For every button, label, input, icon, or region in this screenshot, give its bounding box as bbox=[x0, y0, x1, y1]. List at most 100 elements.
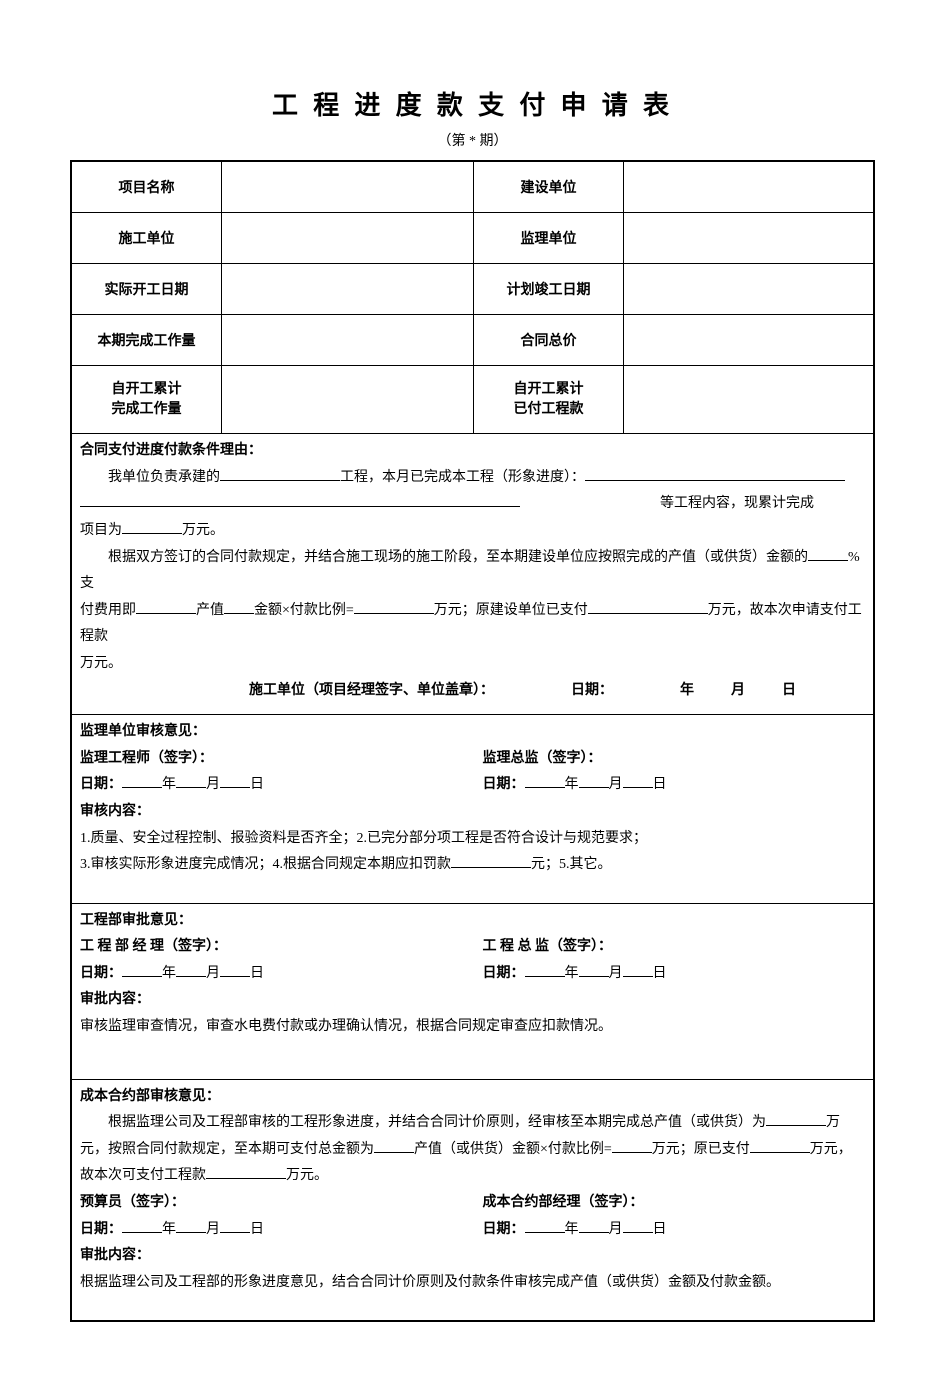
s3-dl: 日 bbox=[250, 966, 264, 981]
label-cum-paid-l2: 已付工程款 bbox=[514, 400, 584, 420]
s4-d-l[interactable] bbox=[220, 1232, 250, 1233]
s3-dr: 日 bbox=[653, 966, 667, 981]
s1-p2: 等工程内容，现累计完成 bbox=[660, 496, 814, 511]
s3-m-r[interactable] bbox=[579, 976, 609, 977]
s3-left-sig: 工 程 部 经 理（签字）： bbox=[80, 939, 227, 954]
value-project-name[interactable] bbox=[222, 162, 474, 212]
s4-y-r[interactable] bbox=[525, 1232, 565, 1233]
value-build-unit[interactable] bbox=[624, 162, 873, 212]
value-contract-total[interactable] bbox=[624, 315, 873, 365]
s1-line6: 万元。 bbox=[80, 651, 865, 678]
s4-yr: 年 bbox=[565, 1222, 579, 1237]
s3-yr: 年 bbox=[565, 966, 579, 981]
s1-blank-pct[interactable] bbox=[808, 560, 848, 561]
s3-m-l[interactable] bbox=[176, 976, 206, 977]
s4-p1a: 根据监理公司及工程部审核的工程形象进度，并结合合同计价原则，经审核至本期完成总产… bbox=[108, 1115, 766, 1130]
s3-date-row: 日期：年月日 日期：年月日 bbox=[80, 961, 865, 988]
s4-p3b: 万元。 bbox=[286, 1168, 328, 1183]
label-cum-workload-l2: 完成工作量 bbox=[112, 400, 182, 420]
s2-yl: 年 bbox=[162, 777, 176, 792]
s4-blank1[interactable] bbox=[766, 1125, 826, 1126]
s1-line1: 我单位负责承建的工程，本月已完成本工程（形象进度）： bbox=[80, 465, 865, 492]
s3-d-l[interactable] bbox=[220, 976, 250, 977]
header-row-1: 项目名称 建设单位 bbox=[72, 162, 873, 213]
s1-m: 月 bbox=[731, 683, 745, 698]
s4-d-r[interactable] bbox=[623, 1232, 653, 1233]
s2-penalty-blank[interactable] bbox=[451, 867, 531, 868]
s1-blank-amount1[interactable] bbox=[122, 533, 182, 534]
s2-y-l[interactable] bbox=[122, 787, 162, 788]
s2-l1: 1.质量、安全过程控制、报验资料是否齐全；2.已完分部分项工程是否符合设计与规范… bbox=[80, 826, 865, 853]
label-contract-total: 合同总价 bbox=[474, 315, 624, 365]
s2-d-r[interactable] bbox=[623, 787, 653, 788]
s4-spacer bbox=[80, 1296, 865, 1310]
header-row-4: 本期完成工作量 合同总价 bbox=[72, 315, 873, 366]
header-row-2: 施工单位 监理单位 bbox=[72, 213, 873, 264]
s4-date-row: 日期：年月日 日期：年月日 bbox=[80, 1217, 865, 1244]
s3-d-r[interactable] bbox=[623, 976, 653, 977]
value-cum-workload[interactable] bbox=[222, 366, 474, 433]
s2-y-r[interactable] bbox=[525, 787, 565, 788]
s3-yl: 年 bbox=[162, 966, 176, 981]
s1-d: 日 bbox=[782, 683, 796, 698]
s3-right-sig: 工 程 总 监（签字）： bbox=[483, 939, 613, 954]
value-period-workload[interactable] bbox=[222, 315, 474, 365]
value-plan-end-date[interactable] bbox=[624, 264, 873, 314]
s4-dr: 日 bbox=[653, 1222, 667, 1237]
s4-p2b: 产值（或供货）金额×付款比例= bbox=[414, 1142, 612, 1157]
s1-blank-paid[interactable] bbox=[588, 613, 708, 614]
s3-sig-row: 工 程 部 经 理（签字）： 工 程 总 监（签字）： bbox=[80, 934, 865, 961]
s1-blank-val[interactable] bbox=[136, 613, 196, 614]
s4-m-r[interactable] bbox=[579, 1232, 609, 1233]
s4-blank5[interactable] bbox=[206, 1178, 286, 1179]
s1-line4: 根据双方签订的合同付款规定，并结合施工现场的施工阶段，至本期建设单位应按照完成的… bbox=[80, 545, 865, 598]
s3-l1: 审核监理审查情况，审查水电费付款或办理确认情况，根据合同规定审查应扣款情况。 bbox=[80, 1014, 865, 1041]
value-supervise-unit[interactable] bbox=[624, 213, 873, 263]
s1-line3: 项目为万元。 bbox=[80, 518, 865, 545]
s1-p5d: 万元；原建设单位已支付 bbox=[434, 603, 588, 618]
s4-title: 成本合约部审核意见： bbox=[80, 1084, 865, 1111]
s1-p1a: 我单位负责承建的 bbox=[108, 470, 220, 485]
s4-m-l[interactable] bbox=[176, 1232, 206, 1233]
s2-sig-row: 监理工程师（签字）： 监理总监（签字）： bbox=[80, 746, 865, 773]
s1-blank-progress[interactable] bbox=[585, 480, 845, 481]
s4-blank2[interactable] bbox=[374, 1152, 414, 1153]
s4-l1: 根据监理公司及工程部的形象进度意见，结合合同计价原则及付款条件审核完成产值（或供… bbox=[80, 1270, 865, 1297]
s4-blank3[interactable] bbox=[612, 1152, 652, 1153]
s4-p2d: 万元， bbox=[810, 1142, 852, 1157]
s2-left-sig: 监理工程师（签字）： bbox=[80, 751, 213, 766]
s4-y-l[interactable] bbox=[122, 1232, 162, 1233]
value-start-date[interactable] bbox=[222, 264, 474, 314]
s2-m-r[interactable] bbox=[579, 787, 609, 788]
s3-y-r[interactable] bbox=[525, 976, 565, 977]
s4-p2c: 万元；原已支付 bbox=[652, 1142, 750, 1157]
s3-mr: 月 bbox=[609, 966, 623, 981]
s1-p4a: 根据双方签订的合同付款规定，并结合施工现场的施工阶段，至本期建设单位应按照完成的… bbox=[108, 550, 808, 565]
s1-p5b: 产值 bbox=[196, 603, 224, 618]
section-cost-review: 成本合约部审核意见： 根据监理公司及工程部审核的工程形象进度，并结合合同计价原则… bbox=[72, 1080, 873, 1321]
s2-d-l[interactable] bbox=[220, 787, 250, 788]
s1-blank-val2[interactable] bbox=[224, 613, 254, 614]
label-cum-paid: 自开工累计 已付工程款 bbox=[474, 366, 624, 433]
s3-spacer2 bbox=[80, 1055, 865, 1069]
section-supervise-review: 监理单位审核意见： 监理工程师（签字）： 监理总监（签字）： 日期：年月日 日期… bbox=[72, 715, 873, 904]
s2-date-r: 日期： bbox=[483, 777, 525, 792]
s4-sig-row: 预算员（签字）： 成本合约部经理（签字）： bbox=[80, 1190, 865, 1217]
s1-blank-eq[interactable] bbox=[354, 613, 434, 614]
header-row-5: 自开工累计 完成工作量 自开工累计 已付工程款 bbox=[72, 366, 873, 434]
s4-ml: 月 bbox=[206, 1222, 220, 1237]
s3-y-l[interactable] bbox=[122, 976, 162, 977]
label-build-unit: 建设单位 bbox=[474, 162, 624, 212]
s1-blank-content[interactable] bbox=[80, 506, 520, 507]
page-title: 工 程 进 度 款 支 付 申 请 表 bbox=[70, 85, 875, 122]
s4-blank4[interactable] bbox=[750, 1152, 810, 1153]
s2-m-l[interactable] bbox=[176, 787, 206, 788]
value-construct-unit[interactable] bbox=[222, 213, 474, 263]
value-cum-paid[interactable] bbox=[624, 366, 873, 433]
s2-l2: 3.审核实际形象进度完成情况；4.根据合同规定本期应扣罚款元；5.其它。 bbox=[80, 852, 865, 879]
s1-blank-project[interactable] bbox=[220, 480, 340, 481]
label-start-date: 实际开工日期 bbox=[72, 264, 222, 314]
s4-date-r: 日期： bbox=[483, 1222, 525, 1237]
s1-p3a: 项目为 bbox=[80, 523, 122, 538]
s4-right-sig: 成本合约部经理（签字）： bbox=[483, 1195, 644, 1210]
